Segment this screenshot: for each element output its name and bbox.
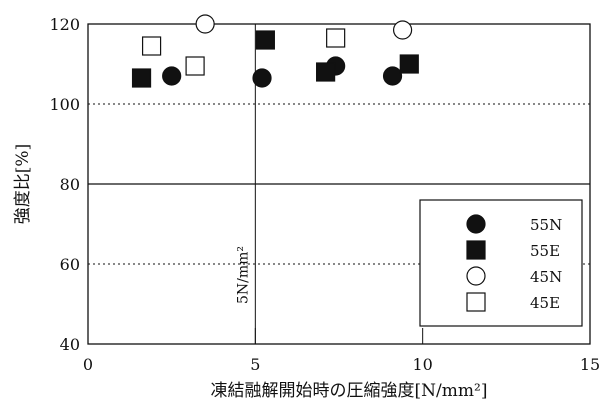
legend-marker-55n bbox=[466, 214, 486, 234]
y-tick-label: 80 bbox=[60, 175, 80, 194]
x-tick-label: 0 bbox=[83, 355, 93, 374]
y-tick-label: 100 bbox=[49, 95, 80, 114]
y-tick-label: 120 bbox=[49, 15, 80, 34]
point-45e bbox=[141, 36, 162, 56]
x-tick-label: 15 bbox=[580, 355, 600, 374]
x-axis-label: 凍結融解開始時の圧縮強度[N/mm²] bbox=[211, 381, 488, 401]
y-tick-label: 60 bbox=[60, 255, 80, 274]
threshold-annotation: 5N/mm² bbox=[235, 246, 251, 304]
legend-label-45e: 45E bbox=[530, 294, 560, 312]
legend: 55N 55E 45N 45E bbox=[419, 199, 583, 327]
legend-label-55n: 55N bbox=[530, 216, 562, 234]
point-55e bbox=[255, 30, 275, 50]
point-55e bbox=[399, 54, 419, 74]
legend-marker-45n bbox=[466, 266, 486, 286]
point-55e bbox=[131, 68, 152, 88]
point-45n bbox=[392, 20, 413, 40]
y-axis-label: 強度比[%] bbox=[13, 144, 33, 224]
legend-box bbox=[419, 199, 583, 327]
tick-labels: 40 60 80 100 120 0 5 10 15 bbox=[49, 15, 600, 374]
point-55n bbox=[162, 66, 182, 86]
point-55n bbox=[252, 68, 272, 88]
point-45e bbox=[326, 28, 346, 48]
legend-label-55e: 55E bbox=[530, 242, 560, 260]
x-tick-label: 5 bbox=[250, 355, 260, 374]
x-tick-label: 10 bbox=[412, 355, 432, 374]
grid-layer bbox=[88, 103, 590, 265]
point-45n bbox=[195, 14, 215, 34]
y-tick-label: 40 bbox=[60, 335, 80, 354]
point-55e bbox=[316, 62, 336, 82]
data-points bbox=[131, 14, 419, 88]
legend-marker-45e bbox=[466, 292, 486, 312]
point-45e bbox=[185, 56, 205, 76]
legend-label-45n: 45N bbox=[530, 268, 562, 286]
legend-marker-55e bbox=[466, 240, 486, 260]
point-55n bbox=[382, 66, 403, 86]
plot-frame bbox=[87, 23, 591, 345]
